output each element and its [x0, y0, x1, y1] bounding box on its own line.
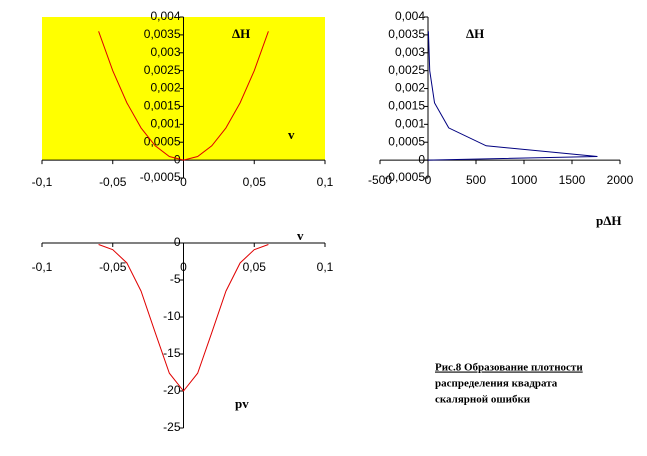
- x-tick-label: 0,05: [243, 260, 267, 274]
- x-tick-label: -0,05: [99, 175, 127, 189]
- caption-line: скалярной ошибки: [435, 394, 531, 406]
- y-tick-label: 0,0025: [144, 63, 181, 77]
- y-tick-label: -10: [163, 309, 181, 323]
- y-tick-label: 0: [418, 152, 425, 166]
- x-tick-label: 1500: [559, 173, 586, 187]
- y-tick-label: -25: [163, 420, 181, 434]
- caption-line: Рис.8 Образование плотности: [435, 362, 583, 374]
- x-tick-label: -0,05: [99, 260, 127, 274]
- y-tick-label: 0,0035: [144, 27, 181, 41]
- x-tick-label: 0: [180, 175, 187, 189]
- y-tick-label: 0: [174, 235, 181, 249]
- x-axis-label: v: [297, 228, 304, 243]
- y-tick-label: 0,0035: [388, 27, 425, 41]
- x-tick-label: 2000: [607, 173, 634, 187]
- y-tick-label: -20: [163, 383, 181, 397]
- x-tick-label: 0: [180, 260, 187, 274]
- x-tick-label: 0,1: [317, 260, 334, 274]
- y-tick-label: 0,0015: [144, 99, 181, 113]
- x-tick-label: 1000: [511, 173, 538, 187]
- y-tick-label: 0,002: [150, 81, 180, 95]
- y-tick-label: 0,003: [150, 45, 180, 59]
- x-tick-label: 0: [425, 173, 432, 187]
- y-tick-label: 0,003: [395, 45, 425, 59]
- y-tick-label: -5: [170, 272, 181, 286]
- x-tick-label: 0,05: [243, 175, 267, 189]
- y-tick-label: -15: [163, 346, 181, 360]
- y-axis-label: ΔH: [466, 26, 484, 41]
- x-axis-label: pΔH: [596, 213, 622, 228]
- y-tick-label: -0,0005: [384, 170, 425, 184]
- y-tick-label: 0,0015: [388, 99, 425, 113]
- y-tick-label: 0,004: [150, 9, 180, 23]
- y-tick-label: 0,002: [395, 81, 425, 95]
- y-tick-label: -0,0005: [140, 170, 181, 184]
- y-axis-label: pv: [235, 396, 249, 411]
- x-axis-label: v: [288, 127, 295, 142]
- data-line: [427, 31, 598, 161]
- y-axis-label: ΔH: [232, 26, 250, 41]
- data-line: [98, 244, 269, 392]
- y-tick-label: 0,001: [395, 117, 425, 131]
- x-tick-label: 0,1: [317, 175, 334, 189]
- data-line: [98, 31, 269, 161]
- y-tick-label: 0,001: [150, 117, 180, 131]
- x-tick-label: -500: [368, 173, 392, 187]
- y-tick-label: 0: [174, 152, 181, 166]
- y-tick-label: 0,0025: [388, 63, 425, 77]
- caption-line: распределения квадрата: [435, 378, 558, 390]
- x-tick-label: 500: [466, 173, 486, 187]
- x-tick-label: -0,1: [32, 260, 53, 274]
- y-tick-label: 0,0005: [144, 134, 181, 148]
- y-tick-label: 0,004: [395, 9, 425, 23]
- x-tick-label: -0,1: [32, 175, 53, 189]
- y-tick-label: 0,0005: [388, 134, 425, 148]
